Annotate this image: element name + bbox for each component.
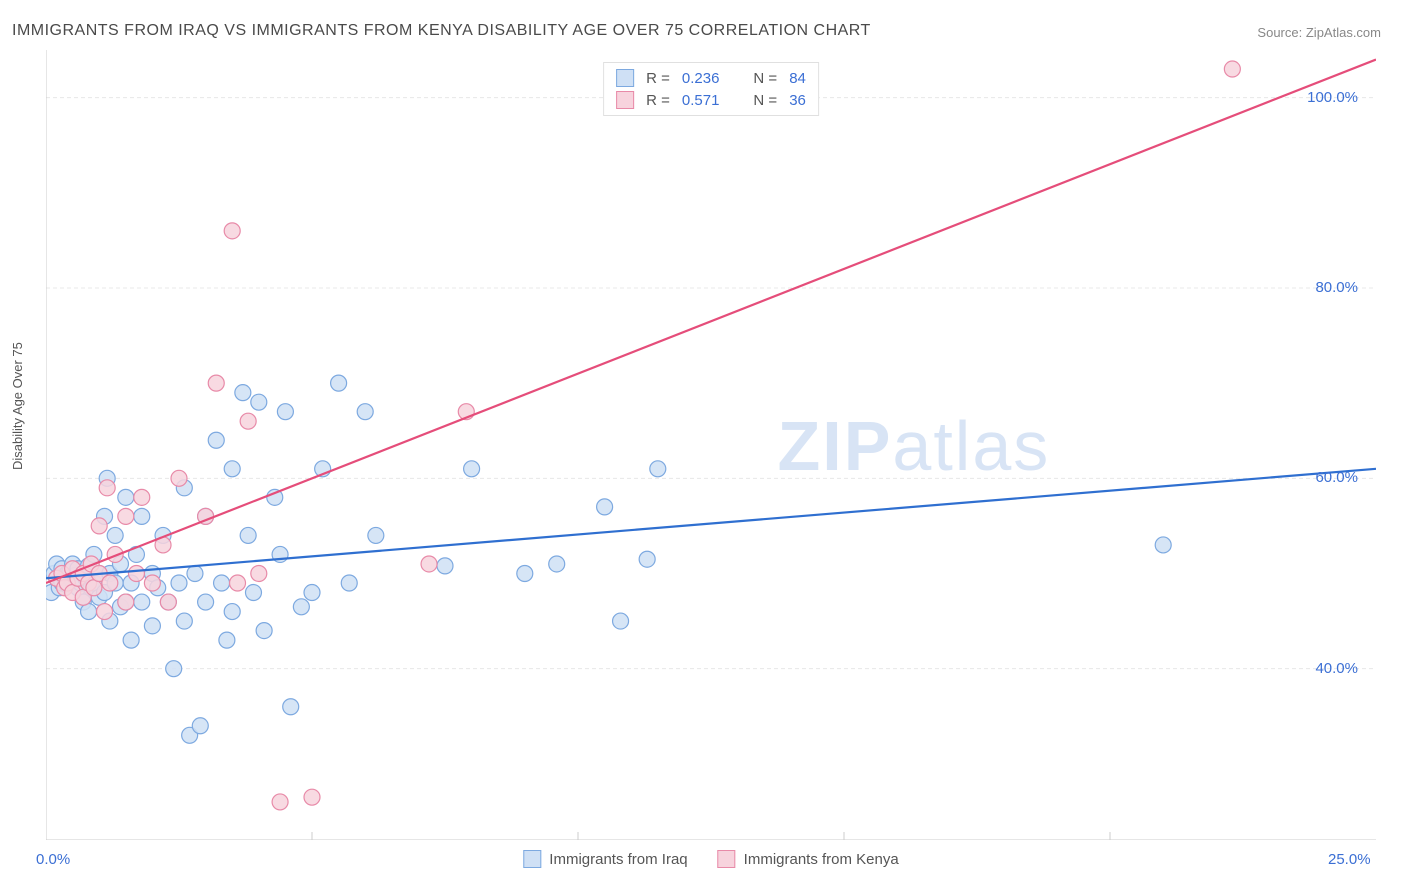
chart-title: IMMIGRANTS FROM IRAQ VS IMMIGRANTS FROM … — [12, 22, 871, 40]
stat-n-label: N = — [753, 92, 777, 109]
x-tick-label: 25.0% — [1328, 851, 1371, 868]
x-tick-label: 0.0% — [36, 851, 70, 868]
legend-label: Immigrants from Iraq — [549, 851, 687, 868]
scatter-plot — [46, 50, 1376, 840]
legend-swatch — [616, 91, 634, 109]
legend-item: Immigrants from Iraq — [523, 850, 687, 868]
y-tick-label: 60.0% — [1315, 469, 1358, 486]
stat-r-label: R = — [646, 92, 670, 109]
stat-r-value: 0.236 — [682, 70, 720, 87]
source-attribution: Source: ZipAtlas.com — [1257, 25, 1381, 40]
stat-n-value: 84 — [789, 70, 806, 87]
stat-r-label: R = — [646, 70, 670, 87]
legend-swatch — [523, 850, 541, 868]
y-axis-label: Disability Age Over 75 — [10, 342, 25, 470]
legend-swatch — [718, 850, 736, 868]
stat-n-value: 36 — [789, 92, 806, 109]
stats-legend: R = 0.236 N = 84 R = 0.571 N = 36 — [603, 62, 819, 116]
y-tick-label: 80.0% — [1315, 279, 1358, 296]
stats-row: R = 0.236 N = 84 — [612, 67, 810, 89]
source-name: ZipAtlas.com — [1306, 25, 1381, 40]
legend-item: Immigrants from Kenya — [718, 850, 899, 868]
y-tick-label: 40.0% — [1315, 660, 1358, 677]
legend-label: Immigrants from Kenya — [744, 851, 899, 868]
stats-row: R = 0.571 N = 36 — [612, 89, 810, 111]
stat-n-label: N = — [753, 70, 777, 87]
source-label: Source: — [1257, 25, 1302, 40]
stat-r-value: 0.571 — [682, 92, 720, 109]
chart-area: ZIPatlas R = 0.236 N = 84 R = 0.571 N = … — [46, 50, 1376, 840]
y-tick-label: 100.0% — [1307, 89, 1358, 106]
legend-swatch — [616, 69, 634, 87]
series-legend: Immigrants from Iraq Immigrants from Ken… — [523, 850, 898, 868]
